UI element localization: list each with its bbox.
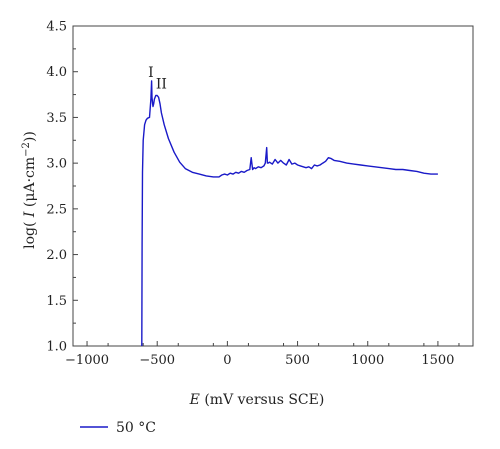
x-tick-label-5: 1500 (421, 353, 454, 368)
tick-marks (73, 25, 460, 347)
x-tick-label-4: 1000 (351, 353, 384, 368)
x-tick-labels: −1000 −500 0 500 1000 1500 (65, 353, 454, 368)
legend-label: 50 °C (116, 420, 156, 436)
series-line-0 (141, 80, 438, 347)
y-axis-label: log( I (μA·cm−2)) (21, 131, 38, 249)
y-tick-label-3: 2.5 (46, 202, 67, 217)
plot-frame (72, 25, 474, 347)
legend: 50 °C (80, 420, 156, 436)
y-tick-label-5: 3.5 (46, 111, 67, 126)
x-tick-label-1: −500 (139, 353, 175, 368)
plot-axes (72, 25, 474, 347)
x-tick-label-0: −1000 (65, 353, 109, 368)
y-tick-label-0: 1.0 (46, 340, 67, 355)
y-tick-label-4: 3.0 (46, 157, 67, 172)
x-tick-label-2: 0 (223, 353, 231, 368)
x-axis-label: E (mV versus SCE) (189, 392, 325, 408)
annotations: III (148, 65, 167, 93)
y-tick-label-7: 4.5 (46, 20, 67, 35)
y-tick-labels: 1.0 1.5 2.0 2.5 3.0 3.5 4.0 4.5 (46, 20, 67, 355)
y-tick-label-6: 4.0 (46, 65, 67, 80)
peak-annotation-1: II (156, 77, 167, 93)
y-tick-label-1: 1.5 (46, 294, 67, 309)
peak-annotation-0: I (148, 65, 154, 81)
series-group (141, 80, 438, 347)
x-tick-label-3: 500 (285, 353, 310, 368)
y-tick-label-2: 2.0 (46, 248, 67, 263)
